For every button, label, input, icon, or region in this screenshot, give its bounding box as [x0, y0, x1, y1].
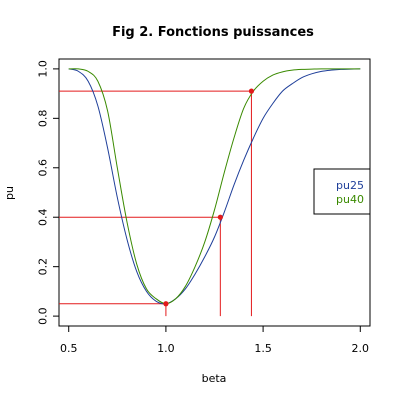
legend-box [313, 168, 371, 215]
x-tick-label: 1.5 [254, 342, 272, 355]
markers-layer [163, 88, 255, 307]
marker-point [163, 301, 169, 307]
marker-point [217, 214, 223, 220]
series-line-pu40 [68, 68, 361, 305]
legend-entry-pu25: pu25 [336, 179, 364, 192]
reference-lines [59, 90, 252, 317]
y-tick-label: 0.6 [37, 159, 50, 177]
marker-point [248, 88, 255, 94]
x-tick-label: 0.5 [60, 342, 78, 355]
x-tick-label: 1.0 [157, 342, 175, 355]
x-tick-label: 2.0 [352, 342, 370, 355]
y-tick-label: 0.8 [37, 110, 50, 128]
y-tick-label: 0.0 [37, 307, 50, 325]
y-tick-label: 0.4 [37, 208, 50, 226]
y-tick-label: 0.2 [37, 258, 50, 276]
legend-entry-pu40: pu40 [336, 193, 364, 206]
y-tick-label: 1.0 [37, 60, 50, 78]
x-axis-label: beta [202, 372, 227, 385]
y-axis: 0.0 0.2 0.4 0.6 0.8 1.0 [37, 60, 59, 325]
x-axis: 0.5 1.0 1.5 2.0 [60, 325, 370, 355]
y-axis-label: pu [3, 186, 16, 200]
chart-title: Fig 2. Fonctions puissances [112, 25, 314, 40]
series-layer [68, 68, 361, 305]
series-line-pu25 [68, 68, 361, 305]
